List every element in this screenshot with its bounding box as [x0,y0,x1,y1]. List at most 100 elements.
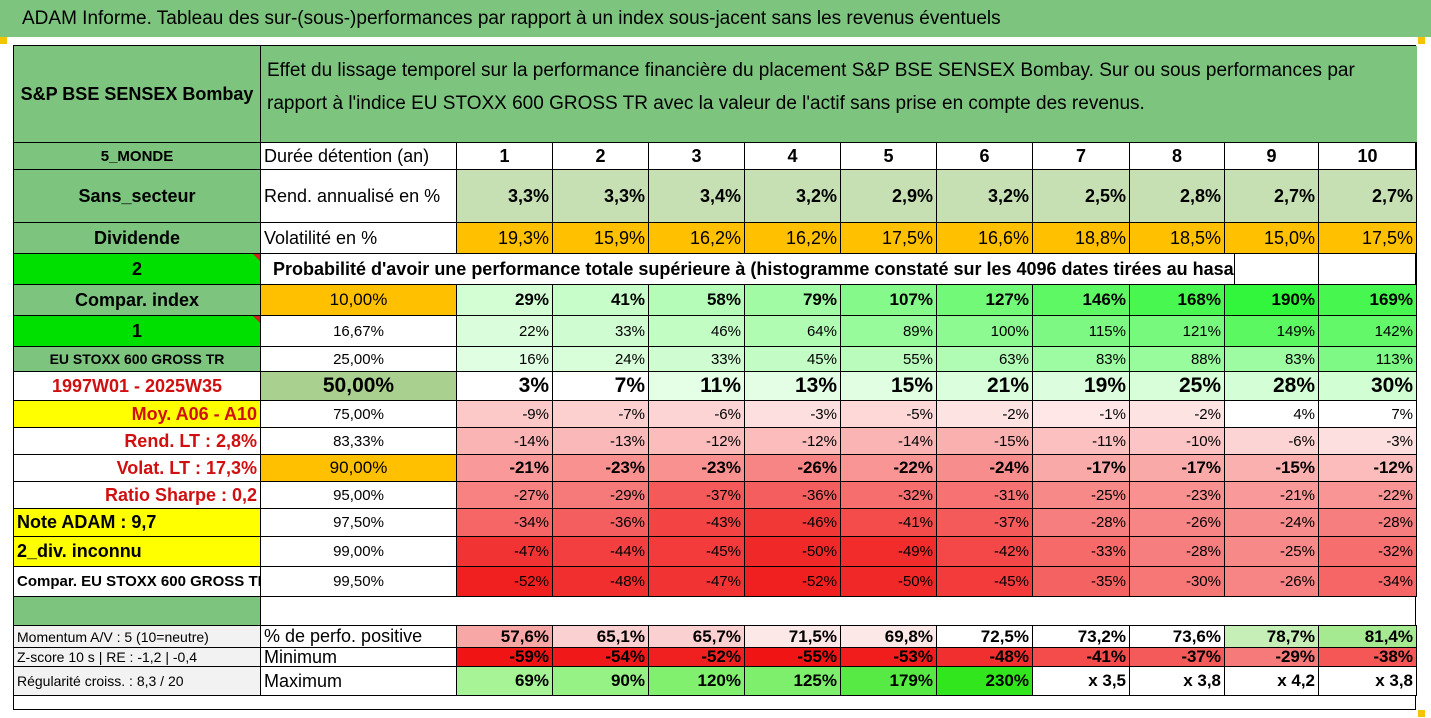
quantile-label-text: 90,00% [329,458,388,477]
quantile-value: -15% [937,428,1033,455]
quantile-value-text: -23% [605,458,645,477]
quantile-value: 89% [841,316,937,347]
bottom-value: 230% [937,667,1033,696]
quantile-value-text: -3% [810,405,837,423]
side-note: Note ADAM : 9,7 [14,509,261,537]
year-header: 2 [553,143,649,170]
quantile-value-text: 16% [518,350,549,368]
quantile-value-text: 4% [1293,405,1315,423]
quantile-value-text: -37% [993,514,1029,531]
corner-marker [1418,710,1425,717]
vol-value-text: 16,2% [689,227,741,248]
spacer-cell [14,597,261,626]
bottom-value-text: x 3,8 [1375,671,1413,690]
bottom-row-label-text: Minimum [264,648,338,667]
side-compar-full-text: Compar. EU STOXX 600 GROSS TR [17,573,261,590]
quantile-value: -52% [745,567,841,597]
bottom-value-text: -55% [797,648,837,666]
year-header-text: 1 [499,145,510,166]
bottom-value-text: 90% [610,671,645,690]
bottom-value-text: 69% [514,671,549,690]
quantile-value-text: -22% [1377,486,1413,504]
quantile-value: 79% [745,285,841,316]
quantile-value: 28% [1225,372,1319,401]
side-volat-lt: Volat. LT : 17,3% [14,455,261,482]
quantile-value-text: 115% [1088,322,1126,340]
quantile-value: -3% [1319,428,1417,455]
rend-value: 3,4% [649,170,745,223]
vol-value: 17,5% [1319,223,1417,254]
quantile-label: 83,33% [261,428,457,455]
quantile-value: 168% [1130,285,1225,316]
quantile-value: 83% [1225,347,1319,372]
quantile-value-text: -23% [701,458,741,477]
quantile-value: -32% [841,482,937,509]
quantile-value-text: -35% [1090,573,1126,590]
rend-label-text: Rend. annualisé en % [264,185,441,206]
quantile-value: -3% [745,401,841,428]
quantile-value-text: -15% [993,432,1029,450]
quantile-value-text: 21% [986,374,1029,397]
bottom-value: -53% [841,648,937,667]
quantile-value-text: 24% [614,350,645,368]
quantile-value: -24% [1225,509,1319,537]
report-title-bar: ADAM Informe. Tableau des sur-(sous-)per… [0,0,1431,37]
bottom-value-text: -48% [989,648,1029,666]
year-header-text: 5 [883,145,894,166]
bottom-value: -55% [745,648,841,667]
quantile-value: -28% [1130,537,1225,567]
rend-value: 2,7% [1319,170,1417,223]
bottom-value: 69% [457,667,553,696]
quantile-value: -31% [937,482,1033,509]
quantile-value-text: -50% [897,573,933,590]
side-sharpe: Ratio Sharpe : 0,2 [14,482,261,509]
vol-value-text: 15,9% [593,227,645,248]
bottom-value-text: 230% [985,671,1029,690]
quantile-value: -49% [841,537,937,567]
rend-value: 3,3% [457,170,553,223]
vol-value: 18,8% [1033,223,1130,254]
quantile-value-text: 88% [1190,350,1221,368]
side-volat-lt-text: Volat. LT : 17,3% [116,457,257,478]
rend-value-text: 3,4% [699,185,741,206]
quantile-value-text: -14% [513,432,549,450]
side-dividend: Dividende [14,223,261,254]
bottom-value-text: -54% [605,648,645,666]
quantile-value: 45% [745,347,841,372]
quantile-value-text: -34% [513,514,549,531]
vol-value: 17,5% [841,223,937,254]
rend-value: 2,9% [841,170,937,223]
quantile-value: -12% [745,428,841,455]
quantile-value-text: -21% [1279,486,1315,504]
bottom-row-label-text: % de perfo. positive [264,626,423,646]
vol-value-text: 19,3% [497,227,549,248]
bottom-value: -52% [649,648,745,667]
quantile-value: -6% [1225,428,1319,455]
quantile-value: -29% [553,482,649,509]
rend-label: Rend. annualisé en % [261,170,457,223]
quantile-value-text: -24% [1279,514,1315,531]
bottom-value: -54% [553,648,649,667]
side-moy: Moy. A06 - A10 [14,401,261,428]
quantile-value-text: 55% [902,350,933,368]
quantile-label: 99,50% [261,567,457,597]
year-header: 6 [937,143,1033,170]
quantile-value: 127% [937,285,1033,316]
quantile-label: 97,50% [261,509,457,537]
quantile-value: 30% [1319,372,1417,401]
quantile-value: 55% [841,347,937,372]
probability-title-text: Probabilité d'avoir une performance tota… [273,258,1235,279]
rend-value-text: 3,2% [795,185,837,206]
asset-name-cell: S&P BSE SENSEX Bombay [14,46,261,143]
quantile-value: 88% [1130,347,1225,372]
bottom-value-text: 65,1% [596,626,645,646]
duration-label: Durée détention (an) [261,143,457,170]
bottom-value: -41% [1033,648,1130,667]
bottom-value-text: -29% [1275,648,1315,666]
quantile-value-text: 33% [710,350,741,368]
quantile-value: 100% [937,316,1033,347]
performance-table: S&P BSE SENSEX Bombay Effet du lissage te… [13,45,1417,710]
quantile-value-text: -21% [509,458,549,477]
bottom-side-label: Momentum A/V : 5 (10=neutre) [14,626,261,648]
bottom-value-text: 179% [889,671,933,690]
